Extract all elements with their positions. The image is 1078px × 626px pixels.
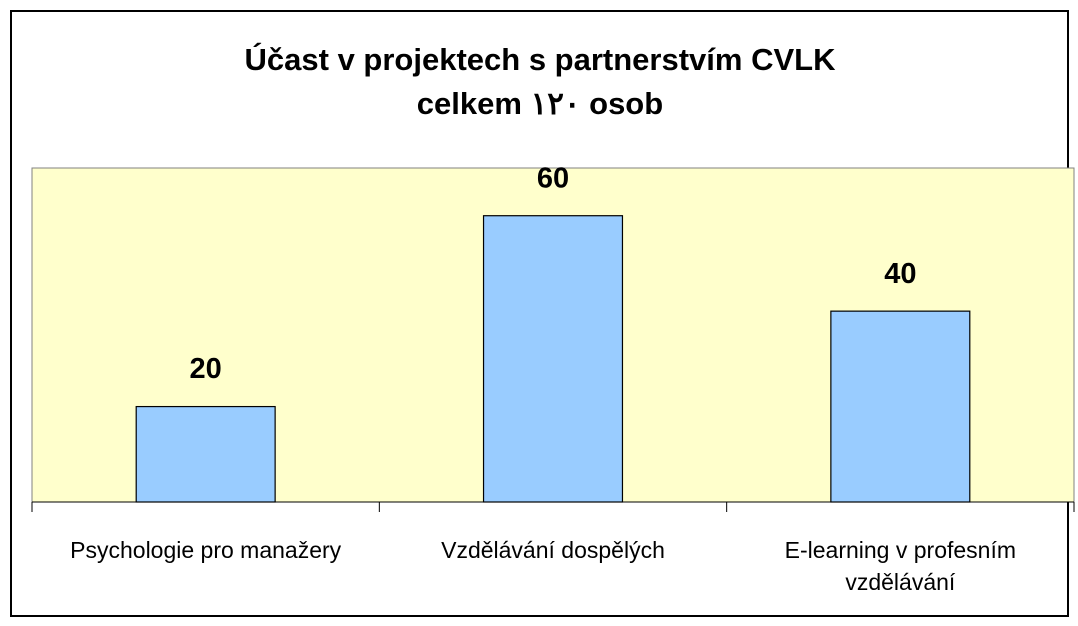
x-tick-label: Vzdělávání dospělých (441, 537, 665, 563)
value-label: 40 (884, 258, 916, 290)
bar (830, 310, 971, 503)
chart-title: celkem ١٢٠ osob (417, 86, 663, 121)
x-tick-label: Psychologie pro manažery (70, 537, 342, 563)
bar (135, 405, 276, 503)
value-label: 20 (190, 353, 222, 385)
value-label: 60 (537, 162, 569, 194)
x-tick-label: E-learning v profesním vzdělávání (784, 537, 1017, 595)
chart-title: Účast v projektech s partnerstvím CVLK (245, 41, 837, 77)
bar (482, 215, 624, 503)
